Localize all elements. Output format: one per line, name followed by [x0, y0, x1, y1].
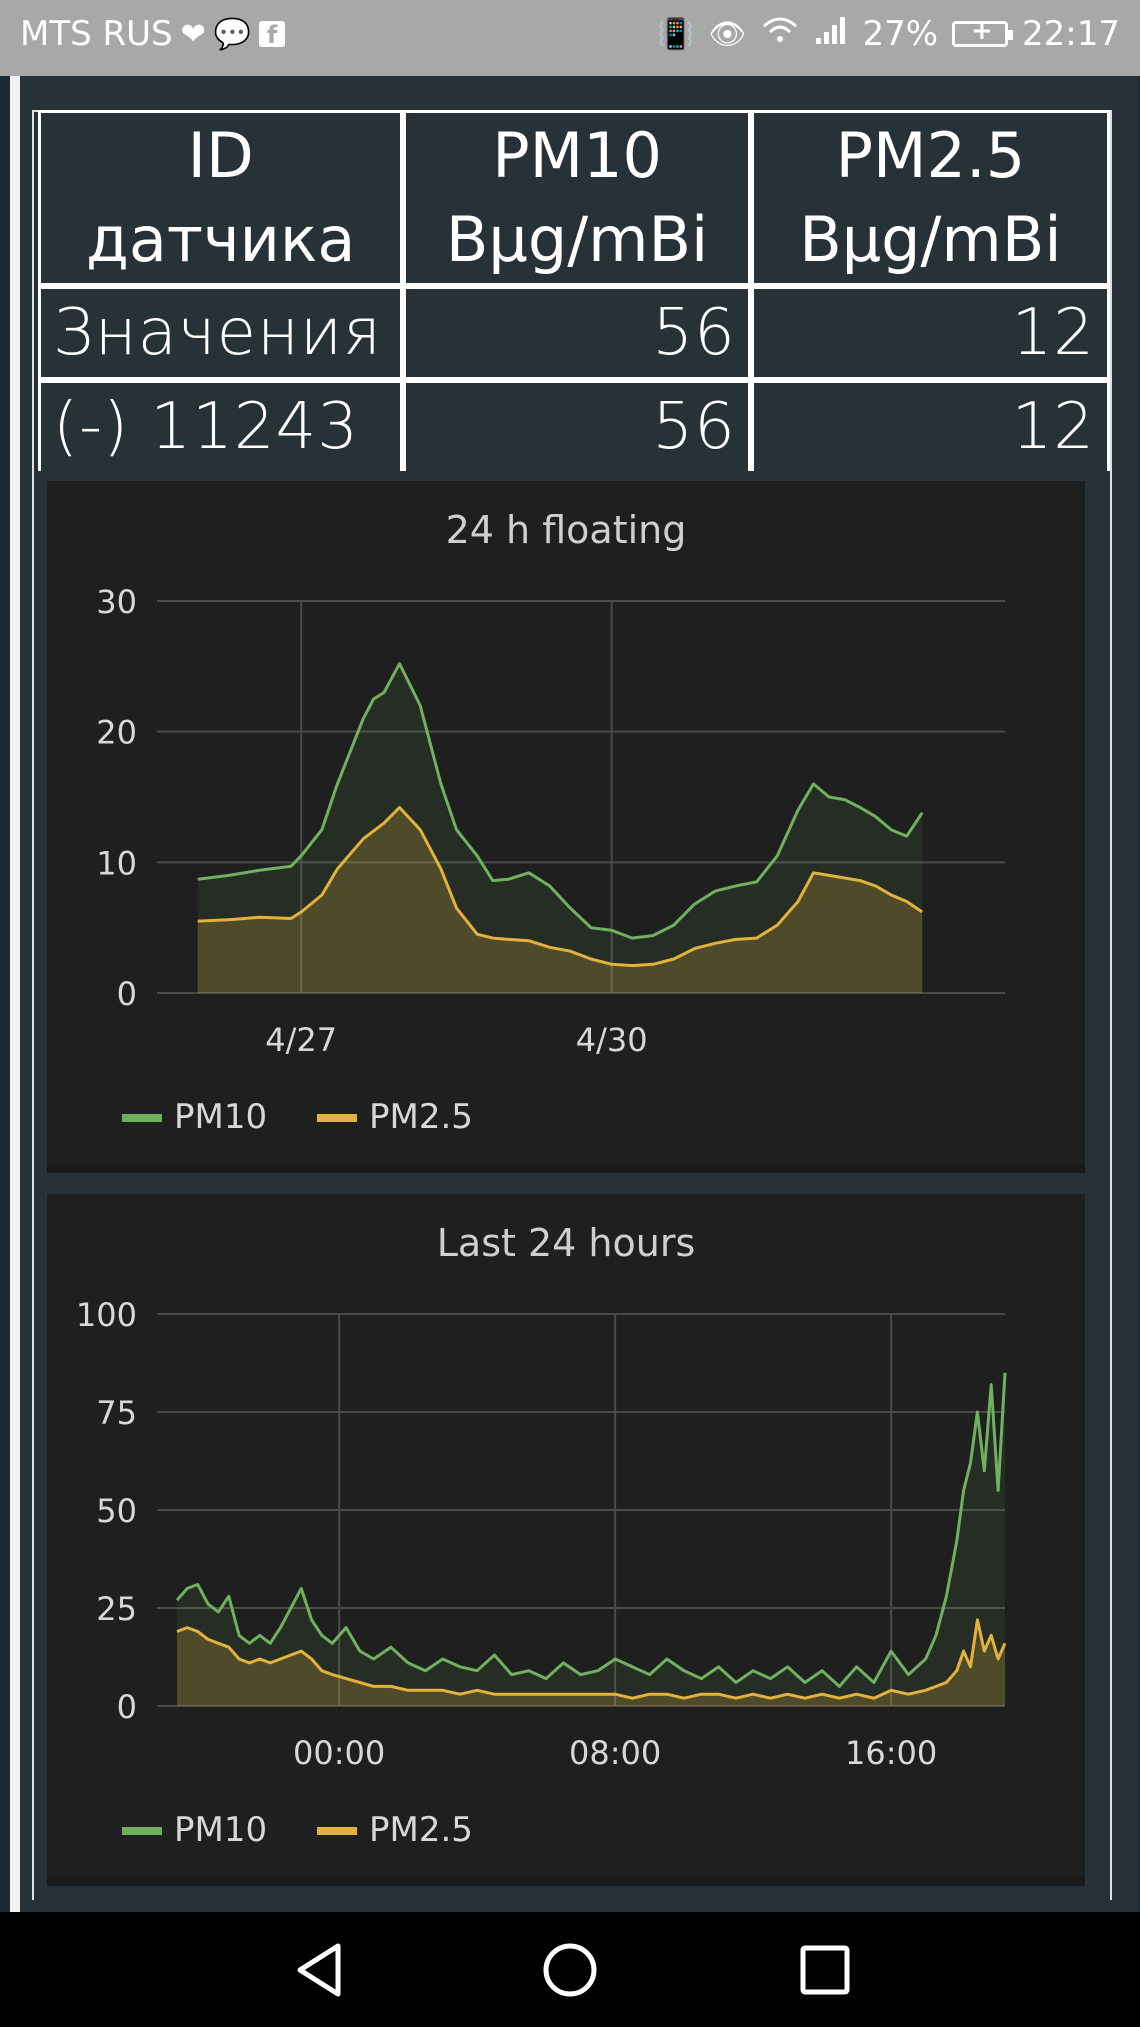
chart-24h-floating: 24 h floating 0 10 20 30 4/27 4/30 PM10 PM2.5 — [47, 481, 1085, 1171]
page-content[interactable]: ID датчика PM10 Bµg/mBi PM2.5 Bµg/mBi Зн… — [10, 76, 1138, 1912]
pm25-value: 12 — [750, 286, 1110, 380]
y-tick-label: 50 — [96, 1492, 137, 1530]
x-tick-label: 00:00 — [293, 1734, 385, 1772]
header-pm10: PM10 Bµg/mBi — [403, 110, 751, 286]
chart-divider — [47, 1163, 1085, 1173]
battery-percent: 27% — [862, 14, 939, 54]
table-header-row: ID датчика PM10 Bµg/mBi PM2.5 Bµg/mBi — [38, 110, 1110, 286]
legend-label: PM10 — [174, 1810, 267, 1850]
header-line: ID — [187, 119, 254, 192]
eye-icon: 👁 — [708, 16, 747, 52]
series-area-pm10 — [197, 663, 923, 993]
chart-title: 24 h floating — [446, 508, 687, 552]
header-sensor-id: ID датчика — [38, 110, 404, 286]
y-tick-label: 100 — [76, 1296, 137, 1334]
chart-last-24-hours: Last 24 hours 0 25 50 75 100 00:00 08:00 16:00 PM… — [47, 1194, 1085, 1884]
chart-divider — [47, 1876, 1085, 1886]
legend-label: PM2.5 — [369, 1097, 473, 1137]
y-tick-label: 10 — [96, 844, 137, 882]
sensor-id-link[interactable]: (-) 11243 — [38, 380, 404, 471]
legend-swatch — [122, 1114, 162, 1122]
y-tick-label: 20 — [96, 714, 137, 752]
y-tick-label: 25 — [96, 1590, 137, 1628]
series-line-pm25 — [176, 1618, 1007, 1700]
background-map-strip — [10, 76, 20, 1912]
y-tick-label: 75 — [96, 1394, 137, 1432]
header-pm25: PM2.5 Bµg/mBi — [750, 110, 1110, 286]
status-bar-left: MTS RUS ❤ 💬 f — [20, 14, 286, 54]
pm10-value: 56 — [403, 286, 751, 380]
vibrate-icon: 📳 — [656, 16, 695, 52]
pm25-value: 12 — [750, 380, 1110, 471]
sensor-values-table: ID датчика PM10 Bµg/mBi PM2.5 Bµg/mBi Зн… — [38, 110, 1110, 471]
series-area-pm25 — [197, 807, 923, 993]
row-label: Значения — [38, 286, 404, 380]
status-bar: MTS RUS ❤ 💬 f 📳 👁 27% + 22:17 — [0, 0, 1140, 76]
facebook-icon: f — [259, 21, 286, 49]
x-tick-label: 4/27 — [265, 1021, 337, 1059]
table-row: Значения 56 12 — [38, 286, 1110, 380]
battery-charging-icon: + — [952, 16, 1014, 47]
legend-swatch — [122, 1827, 162, 1835]
legend-swatch — [317, 1827, 357, 1835]
y-tick-label: 0 — [117, 1688, 137, 1726]
clock: 22:17 — [1022, 14, 1120, 54]
series-line-pm25 — [197, 806, 924, 968]
navigation-bar — [0, 1912, 1140, 2027]
chart-svg: 24 h floating 0 10 20 30 4/27 4/30 PM10 PM2.5 — [96, 508, 1005, 1137]
chart-title: Last 24 hours — [437, 1221, 696, 1265]
x-tick-label: 16:00 — [845, 1734, 937, 1772]
x-tick-label: 4/30 — [576, 1021, 648, 1059]
pm10-value: 56 — [403, 380, 751, 471]
table-row: (-) 11243 56 12 — [38, 380, 1110, 471]
signal-icon — [814, 14, 848, 54]
chat-icon: 💬 — [213, 16, 252, 52]
chart-svg: Last 24 hours 0 25 50 75 100 00:00 08:00 16:00 PM… — [76, 1221, 1007, 1850]
header-line: PM2.5 — [835, 119, 1026, 192]
wifi-icon — [760, 14, 800, 54]
y-tick-label: 0 — [117, 975, 137, 1013]
series-line-pm10 — [197, 662, 924, 940]
status-bar-right: 📳 👁 27% + 22:17 — [657, 14, 1120, 54]
header-line: Bµg/mBi — [445, 203, 709, 276]
heart-pulse-icon: ❤ — [180, 16, 206, 52]
legend-swatch — [317, 1114, 357, 1122]
home-icon[interactable] — [540, 1940, 600, 2000]
back-icon[interactable] — [290, 1940, 350, 2000]
carrier-name: MTS RUS — [20, 14, 173, 54]
header-line: датчика — [86, 203, 356, 276]
legend-label: PM10 — [174, 1097, 267, 1137]
series-area-pm10 — [177, 1372, 1005, 1706]
header-line: Bµg/mBi — [799, 203, 1062, 276]
y-tick-label: 30 — [96, 583, 137, 621]
header-line: PM10 — [492, 119, 662, 192]
series-line-pm10 — [175, 1372, 1007, 1688]
series-area-pm25 — [177, 1619, 1005, 1706]
recents-icon[interactable] — [795, 1940, 855, 2000]
legend-label: PM2.5 — [369, 1810, 473, 1850]
x-tick-label: 08:00 — [569, 1734, 661, 1772]
